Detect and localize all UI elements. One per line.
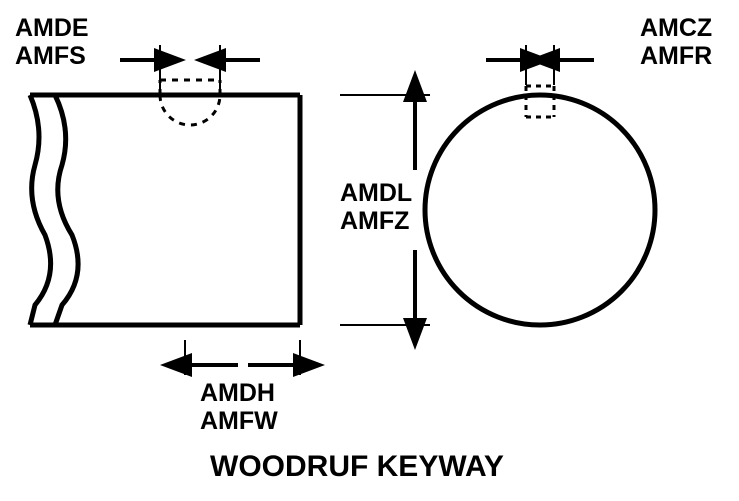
label-amdh-amfw: AMDH AMFW (200, 380, 278, 435)
diagram-svg (0, 0, 739, 501)
label-amfr: AMFR (640, 42, 712, 70)
label-amdl-amfz: AMDL AMFZ (340, 180, 412, 235)
dimension-amde-amfs (120, 45, 260, 90)
label-amdl: AMDL (340, 179, 412, 207)
label-amfw: AMFW (200, 407, 278, 435)
diagram-title: WOODRUF KEYWAY (210, 450, 504, 484)
label-amfz: AMFZ (340, 207, 409, 235)
end-view (425, 86, 655, 325)
label-amcz: AMCZ (640, 14, 712, 42)
woodruff-keyway-diagram: AMDE AMFS AMCZ AMFR AMDL AMFZ AMDH AMFW … (0, 0, 739, 501)
label-amcz-amfr: AMCZ AMFR (640, 15, 712, 70)
label-amfs: AMFS (15, 42, 86, 70)
dimension-amdh-amfw (185, 340, 300, 375)
side-view (30, 80, 300, 325)
dimension-amcz-amfr (486, 45, 594, 85)
label-amde-amfs: AMDE AMFS (15, 15, 89, 70)
label-amdh: AMDH (200, 379, 275, 407)
label-amde: AMDE (15, 14, 89, 42)
